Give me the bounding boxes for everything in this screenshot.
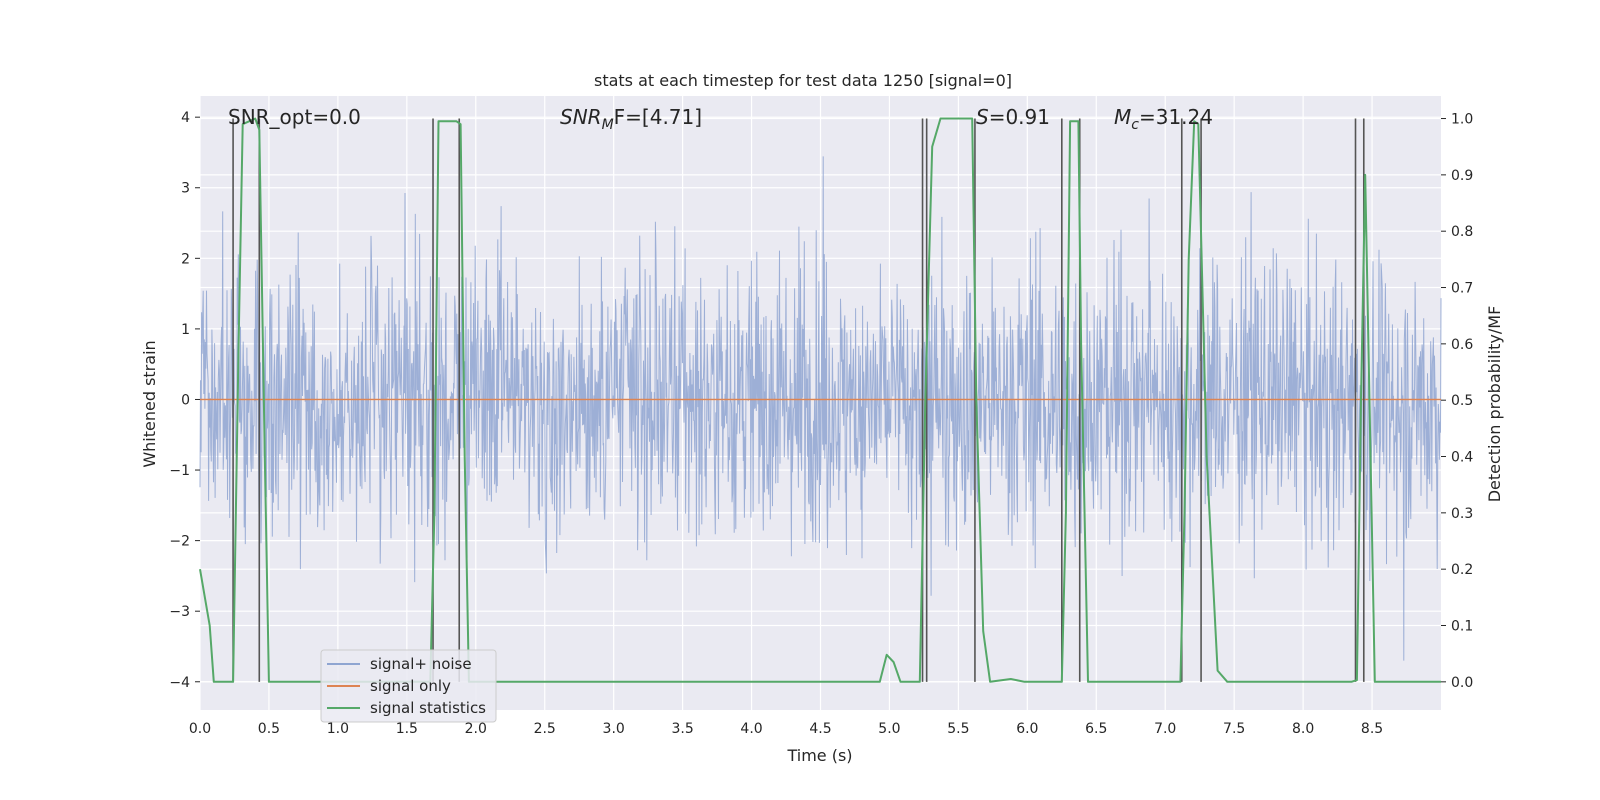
x-tick-label: 2.0 bbox=[465, 721, 487, 737]
annotation-snr-mf-sub: M bbox=[602, 117, 614, 133]
x-tick-label: 6.5 bbox=[1085, 721, 1107, 737]
signal-statistics-line bbox=[199, 117, 1441, 683]
x-axis-label: Time (s) bbox=[786, 746, 852, 765]
legend-label-signal-statistics: signal statistics bbox=[370, 699, 486, 717]
right-y-tick-label: 0.9 bbox=[1451, 168, 1473, 184]
noise-trace bbox=[199, 156, 1442, 661]
annotation-s: S=0.91 bbox=[976, 105, 1050, 129]
left-y-tick-label: 3 bbox=[181, 181, 190, 197]
left-y-axis-label: Whitened strain bbox=[140, 340, 159, 467]
x-tick-label: 7.0 bbox=[1154, 721, 1176, 737]
annotation-s-label: S bbox=[976, 105, 989, 129]
x-tick-label: 0.5 bbox=[258, 721, 280, 737]
annotation-mc-sub: c bbox=[1131, 117, 1139, 133]
x-tick-labels: 0.0 0.5 1.0 1.5 2.0 2.5 3.0 3.5 4.0 4.5 5.0 5.5 6.0 6… bbox=[189, 721, 1383, 737]
annotation-mc-label: M bbox=[1114, 105, 1131, 129]
right-y-tick-label: 0.1 bbox=[1451, 619, 1473, 635]
left-y-tick-label: 2 bbox=[181, 251, 190, 267]
annotation-s-value: =0.91 bbox=[989, 105, 1050, 129]
x-tick-label: 2.5 bbox=[534, 721, 556, 737]
chart-title: stats at each timestep for test data 125… bbox=[594, 71, 1012, 90]
x-tick-label: 6.0 bbox=[1016, 721, 1038, 737]
x-tick-label: 1.0 bbox=[327, 721, 349, 737]
x-tick-label: 5.0 bbox=[878, 721, 900, 737]
series-signal-plus-noise bbox=[199, 156, 1442, 661]
legend-box bbox=[320, 649, 497, 723]
annotation-snr-opt: SNR_opt=0.0 bbox=[228, 105, 361, 129]
x-tick-label: 1.5 bbox=[396, 721, 418, 737]
x-tick-label: 0.0 bbox=[189, 721, 211, 737]
right-y-axis-label: Detection probability/MF bbox=[1485, 306, 1504, 503]
annotation-snr-mf-label: SNR bbox=[560, 105, 602, 129]
legend-label-signal-only: signal only bbox=[370, 677, 451, 695]
annotation-snr-mf-value: F=[4.71] bbox=[614, 105, 702, 129]
x-tick-label: 8.5 bbox=[1361, 721, 1383, 737]
annotation-mc: Mc=31.24 bbox=[1114, 105, 1213, 133]
left-y-tick-label: −4 bbox=[169, 675, 190, 691]
series-signal-statistics bbox=[199, 117, 1441, 683]
annotation-mc-value: =31.24 bbox=[1139, 105, 1213, 129]
right-y-tick-label: 0.4 bbox=[1451, 450, 1473, 466]
legend: signal+ noise signal only signal statist… bbox=[320, 649, 497, 723]
left-y-tick-label: 4 bbox=[181, 110, 190, 126]
legend-label-signal-plus-noise: signal+ noise bbox=[370, 655, 472, 673]
left-y-tick-label: −3 bbox=[169, 604, 190, 620]
right-y-tick-labels: 1.0 0.9 0.8 0.7 0.6 0.5 0.4 0.3 0.2 0.1 0.0 bbox=[1441, 112, 1473, 691]
x-tick-label: 4.0 bbox=[740, 721, 762, 737]
x-tick-label: 7.5 bbox=[1223, 721, 1245, 737]
x-tick-label: 3.0 bbox=[603, 721, 625, 737]
annotation-snr-mf: SNRMF=[4.71] bbox=[560, 105, 702, 133]
left-y-tick-label: 1 bbox=[181, 322, 190, 338]
left-y-tick-labels: 4 3 2 1 0 −1 −2 −3 −4 bbox=[169, 110, 200, 691]
right-y-tick-label: 0.5 bbox=[1451, 393, 1473, 409]
left-y-tick-label: −1 bbox=[169, 463, 190, 479]
x-tick-label: 8.0 bbox=[1292, 721, 1314, 737]
right-y-tick-label: 0.7 bbox=[1451, 281, 1473, 297]
x-tick-label: 3.5 bbox=[671, 721, 693, 737]
right-y-tick-label: 0.6 bbox=[1451, 337, 1473, 353]
x-tick-label: 5.5 bbox=[947, 721, 969, 737]
right-y-tick-label: 1.0 bbox=[1451, 112, 1473, 128]
right-y-tick-label: 0.0 bbox=[1451, 675, 1473, 691]
right-y-tick-label: 0.2 bbox=[1451, 562, 1473, 578]
left-y-tick-label: −2 bbox=[169, 534, 190, 550]
right-y-tick-label: 0.3 bbox=[1451, 506, 1473, 522]
x-tick-label: 4.5 bbox=[809, 721, 831, 737]
left-y-tick-label: 0 bbox=[181, 392, 190, 408]
right-y-tick-label: 0.8 bbox=[1451, 224, 1473, 240]
